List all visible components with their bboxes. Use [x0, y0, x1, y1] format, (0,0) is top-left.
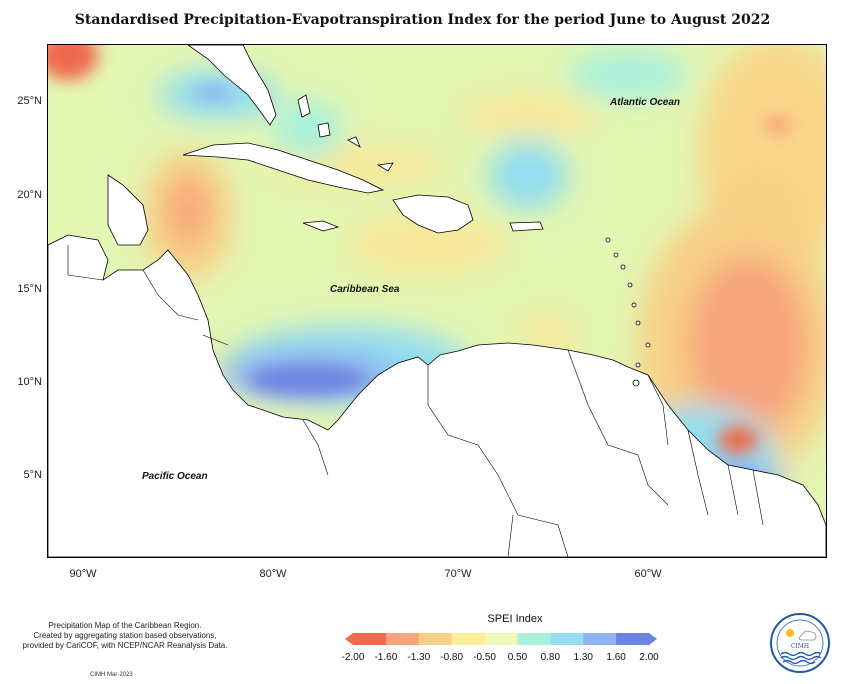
legend-label: 2.00 — [639, 652, 659, 663]
credit-text: CIMH Mar-2023 — [90, 672, 133, 678]
ytick-5n: 5°N — [23, 469, 42, 481]
xtick-80w: 80°W — [259, 568, 287, 580]
legend-label: -0.50 — [473, 652, 496, 663]
xtick-70w: 70°W — [444, 568, 472, 580]
legend-label: -2.00 — [341, 652, 365, 663]
spei-map — [47, 44, 827, 558]
logo-text: CIMH — [791, 643, 809, 650]
legend-swatch — [385, 633, 420, 645]
legend-arrow-low — [345, 633, 353, 645]
legend-label: 0.80 — [540, 652, 561, 663]
ytick-10n: 10°N — [17, 376, 42, 388]
legend-swatch — [583, 633, 617, 645]
legend-label: 1.30 — [573, 652, 593, 663]
xtick-60w: 60°W — [634, 568, 662, 580]
legend-swatch — [517, 633, 551, 645]
map-title: Standardised Precipitation-Evapotranspir… — [74, 12, 771, 28]
legend-swatch — [418, 633, 453, 645]
footnote-line-3: provided by CariCOF, with NCEP/NCAR Rean… — [22, 641, 228, 650]
legend-label: -0.80 — [440, 652, 464, 663]
footnote-line-1: Precipitation Map of the Caribbean Regio… — [48, 621, 202, 630]
label-caribbean-sea: Caribbean Sea — [330, 284, 400, 295]
ytick-20n: 20°N — [17, 189, 42, 201]
ytick-15n: 15°N — [17, 283, 42, 295]
sun-icon — [786, 629, 794, 637]
legend-label: 0.50 — [507, 652, 528, 663]
label-pacific-ocean: Pacific Ocean — [142, 471, 208, 482]
legend-title: SPEI Index — [487, 613, 543, 625]
land-outlines — [48, 45, 826, 557]
xtick-90w: 90°W — [69, 568, 97, 580]
map-canvas — [48, 45, 826, 557]
legend-colorbar — [345, 633, 657, 645]
caribbean-islands — [182, 94, 651, 387]
legend-arrow-high — [649, 633, 657, 645]
cimh-logo: CIMH — [770, 613, 830, 673]
map-footnote: Precipitation Map of the Caribbean Regio… — [10, 621, 240, 651]
footnote-line-2: Created by aggregating station based obs… — [33, 631, 217, 640]
legend-label: 1.60 — [606, 652, 626, 663]
legend-label: -1.60 — [374, 652, 398, 663]
legend-label: -1.30 — [407, 652, 431, 663]
label-atlantic-ocean: Atlantic Ocean — [610, 97, 681, 108]
ytick-25n: 25°N — [17, 95, 42, 107]
legend-swatch — [616, 633, 650, 645]
legend-swatch — [451, 633, 486, 645]
spei-field — [143, 45, 826, 530]
legend-swatch — [484, 633, 518, 645]
legend-swatch — [353, 633, 387, 645]
legend-swatch — [550, 633, 584, 645]
legend-labels: -2.00 -1.60 -1.30 -0.80 -0.50 0.50 0.80 1.30 1.6… — [342, 652, 659, 664]
cloud-icon — [798, 630, 817, 641]
